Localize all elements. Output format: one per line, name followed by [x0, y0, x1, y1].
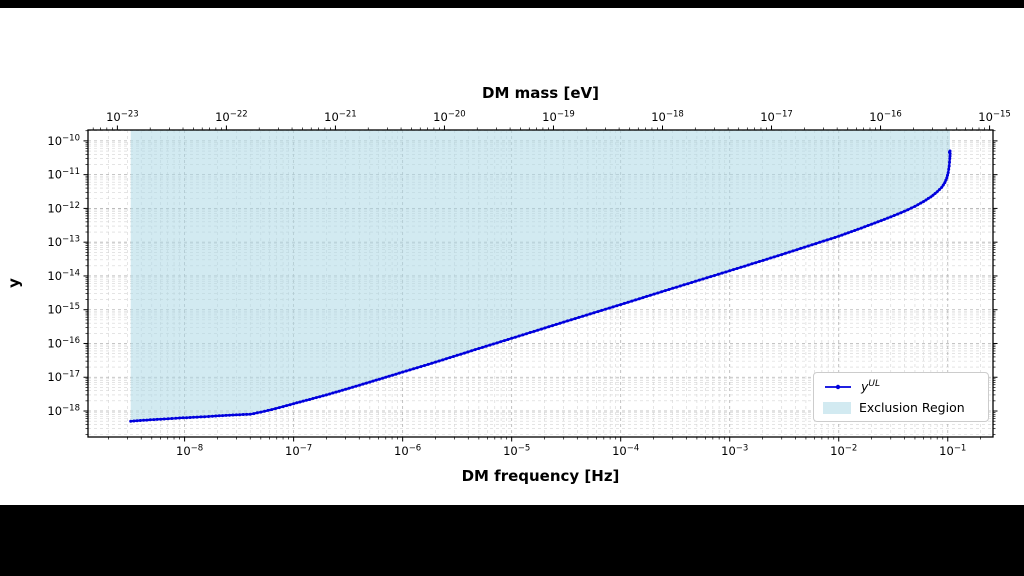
tick-label: 10−23	[106, 110, 139, 125]
tick-label: 10−1	[939, 444, 966, 459]
top-axis-title: DM mass [eV]	[482, 84, 599, 102]
bottom-axis-title: DM frequency [Hz]	[461, 467, 620, 485]
tick-label: 10−5	[503, 444, 530, 459]
tick-label: 10−10	[47, 133, 80, 148]
tick-label: 10−18	[651, 110, 684, 125]
legend-series-label: yUL	[861, 379, 880, 394]
left-axis-title: y	[5, 278, 23, 288]
exclusion-swatch-icon	[823, 401, 851, 414]
tick-label: 10−2	[830, 444, 857, 459]
tick-label: 10−8	[176, 444, 203, 459]
tick-label: 10−3	[721, 444, 748, 459]
tick-label: 10−11	[47, 167, 80, 182]
legend: yUL Exclusion Region	[813, 372, 989, 423]
tick-label: 10−20	[433, 110, 466, 125]
tick-label: 10−17	[760, 110, 793, 125]
tick-label: 10−17	[47, 370, 80, 385]
legend-item-exclusion: Exclusion Region	[823, 400, 979, 415]
tick-label: 10−22	[215, 110, 248, 125]
series-label-sup: UL	[868, 379, 881, 389]
tick-label: 10−14	[47, 268, 80, 283]
tick-label: 10−4	[612, 444, 639, 459]
series-label-base: y	[861, 379, 869, 395]
tick-label: 10−13	[47, 235, 80, 250]
tick-label: 10−7	[285, 444, 312, 459]
legend-item-series: yUL	[823, 379, 979, 394]
legend-exclusion-label: Exclusion Region	[859, 400, 965, 416]
tick-label: 10−15	[47, 302, 80, 317]
tick-label: 10−6	[394, 444, 421, 459]
tick-label: 10−18	[47, 404, 80, 419]
tick-label: 10−16	[869, 110, 902, 125]
tick-label: 10−12	[47, 201, 80, 216]
tick-label: 10−19	[542, 110, 575, 125]
exclusion-region-fill	[130, 130, 951, 422]
tick-label: 10−15	[978, 110, 1011, 125]
series-line-icon	[825, 384, 851, 389]
tick-label: 10−21	[324, 110, 357, 125]
tick-label: 10−16	[47, 336, 80, 351]
